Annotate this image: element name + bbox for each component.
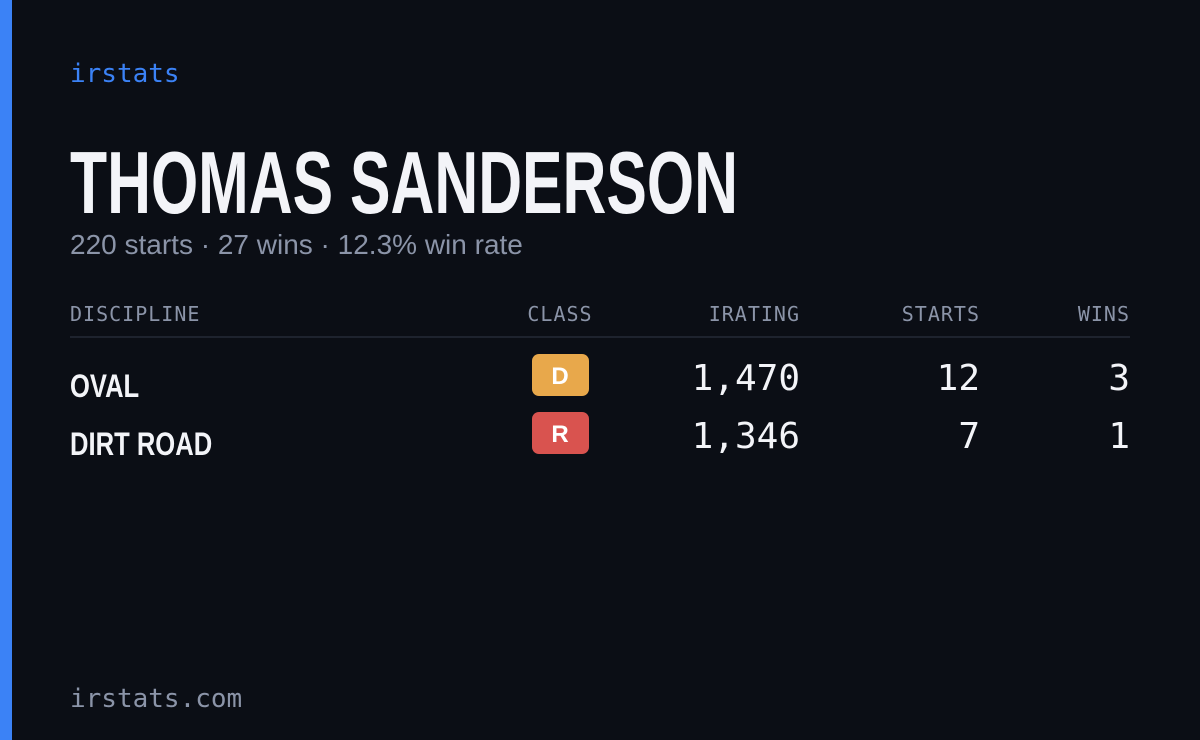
discipline: OVAL bbox=[70, 369, 139, 404]
column-header: CLASS bbox=[527, 302, 592, 326]
irating-value: 1,470 bbox=[692, 358, 800, 399]
column-header: WINS bbox=[1078, 302, 1130, 326]
class-letter: D bbox=[551, 363, 568, 390]
footer-url: irstats.com bbox=[70, 684, 242, 714]
class-letter: R bbox=[551, 421, 568, 448]
stats-table: DISCIPLINE CLASS IRATING STARTS WINS OVAL D 1,4… bbox=[70, 302, 1130, 463]
irating-value: 1,346 bbox=[692, 416, 800, 457]
column-header: IRATING bbox=[709, 302, 800, 326]
discipline: DIRT ROAD bbox=[70, 427, 212, 462]
wins-value: 3 bbox=[1108, 358, 1130, 399]
driver-summary: 220 starts · 27 wins · 12.3% win rate bbox=[70, 229, 523, 260]
accent-bar bbox=[0, 0, 12, 740]
wins-value: 1 bbox=[1108, 416, 1130, 457]
class-badge bbox=[532, 412, 589, 454]
driver-name: THOMAS SANDERSON bbox=[70, 133, 738, 232]
starts-value: 12 bbox=[937, 358, 980, 399]
starts-value: 7 bbox=[958, 416, 980, 457]
column-header: STARTS bbox=[902, 302, 980, 326]
class-badge bbox=[532, 354, 589, 396]
brand: irstats bbox=[70, 59, 180, 89]
column-header: DISCIPLINE bbox=[70, 302, 200, 326]
